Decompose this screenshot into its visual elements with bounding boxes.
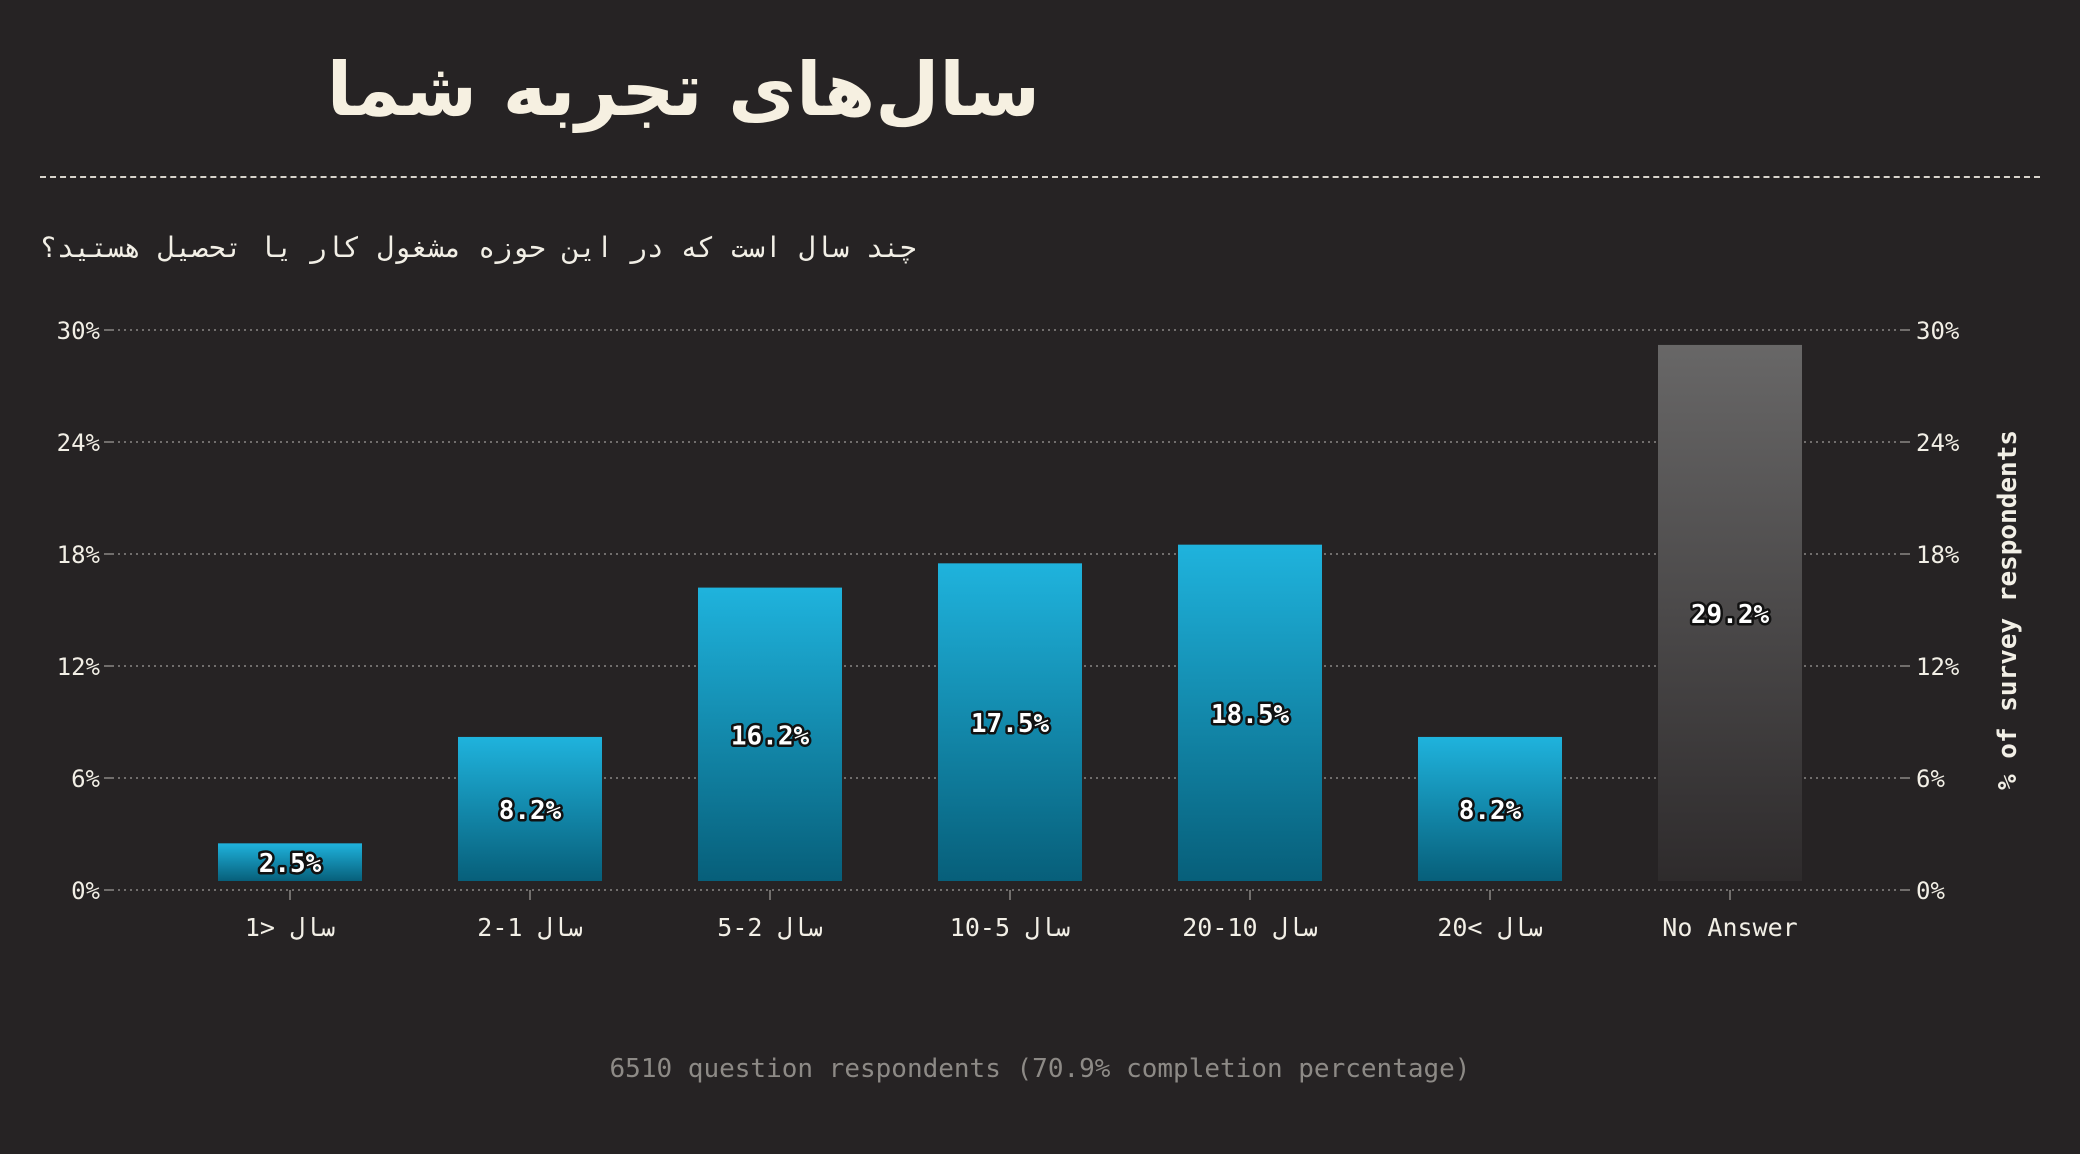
- chart-title: سال‌های تجربه شما: [326, 47, 1040, 133]
- respondents-note: 6510 question respondents (70.9% complet…: [609, 1054, 1471, 1084]
- bar: [458, 736, 602, 881]
- bar: [698, 587, 842, 881]
- label-layer: 0% 0% 6% 6% 12% 12% 18% 18% 24% 24% 30% 30% سال <1 2.…: [57, 317, 1960, 942]
- y-tick-label-left: 0%: [71, 877, 100, 905]
- y-tick-label-left: 24%: [57, 429, 101, 457]
- data-label: 29.2%: [1691, 600, 1770, 630]
- y-tick-label-left: 12%: [57, 653, 101, 681]
- y-tick-label-right: 18%: [1916, 541, 1960, 569]
- y-tick-label-left: 18%: [57, 541, 101, 569]
- data-label: 18.5%: [1211, 700, 1290, 730]
- data-label: 2.5%: [259, 849, 322, 879]
- y-tick-label-right: 6%: [1916, 765, 1945, 793]
- data-label: 8.2%: [499, 796, 562, 826]
- data-label: 8.2%: [1459, 796, 1522, 826]
- x-tick-label: سال 2-5: [717, 913, 822, 942]
- data-label: 16.2%: [731, 721, 810, 751]
- data-label: 17.5%: [971, 709, 1050, 739]
- x-tick-label: سال 1-2: [477, 913, 582, 942]
- y-tick-label-left: 6%: [71, 765, 100, 793]
- y-tick-label-right: 12%: [1916, 653, 1960, 681]
- x-tick-label: No Answer: [1662, 913, 1797, 942]
- x-tick-label: سال >20: [1437, 913, 1542, 942]
- x-tick-label: سال 10-20: [1182, 913, 1318, 942]
- y-tick-label-right: 0%: [1916, 877, 1945, 905]
- bar: [1658, 344, 1802, 881]
- bar: [218, 843, 362, 881]
- x-tick-label: سال <1: [245, 913, 335, 942]
- y-axis-label: % of survey respondents: [1993, 430, 2023, 790]
- bar: [1418, 736, 1562, 881]
- bar-layer: [218, 344, 1802, 881]
- title-divider: [40, 176, 2040, 178]
- y-tick-label-right: 24%: [1916, 429, 1960, 457]
- x-tick-label: سال 5-10: [950, 913, 1070, 942]
- bar: [938, 563, 1082, 881]
- y-tick-label-right: 30%: [1916, 317, 1960, 345]
- chart-subtitle-text: چند سال است که در این حوزه مشغول کار یا …: [40, 231, 917, 264]
- y-tick-label-left: 30%: [57, 317, 101, 345]
- bar: [1178, 544, 1322, 881]
- chart-subtitle: چند سال است که در این حوزه مشغول کار یا …: [40, 228, 1040, 268]
